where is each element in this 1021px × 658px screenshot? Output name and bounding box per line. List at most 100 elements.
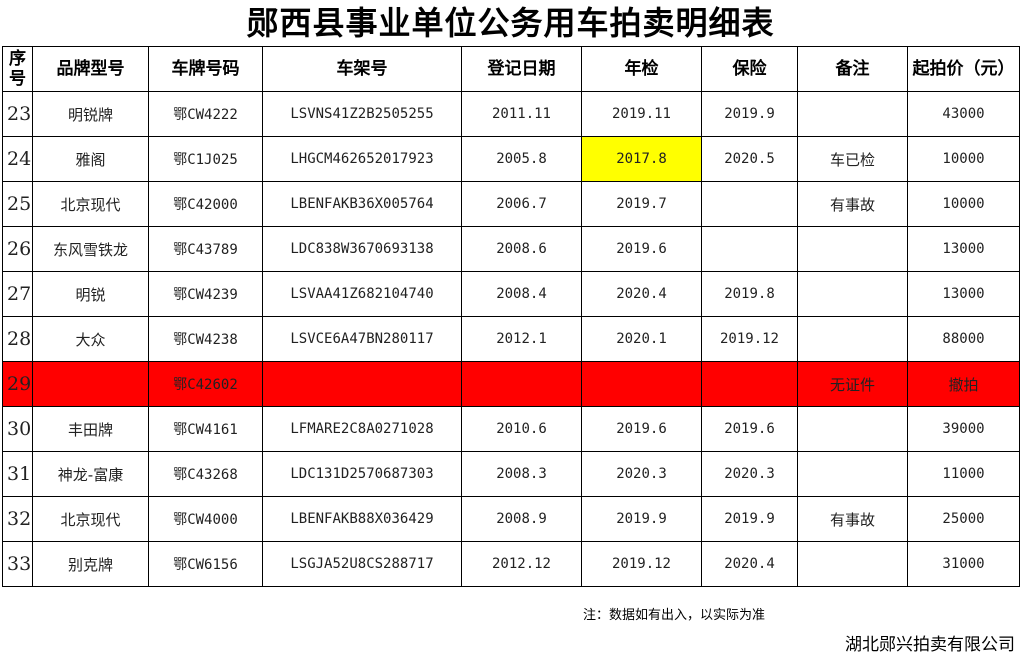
cell-plate: 鄂CW6156 bbox=[148, 541, 263, 587]
cell-price: 13000 bbox=[907, 271, 1020, 317]
cell-remark bbox=[797, 91, 908, 137]
cell-vin: LSVCE6A47BN280117 bbox=[262, 316, 462, 362]
cell-insure bbox=[701, 181, 798, 227]
cell-price: 25000 bbox=[907, 496, 1020, 542]
cell-vin: LSVNS41Z2B2505255 bbox=[262, 91, 462, 137]
cell-insure: 2020.3 bbox=[701, 451, 798, 497]
cell-inspect bbox=[581, 361, 702, 407]
cell-no: 23 bbox=[2, 91, 33, 137]
cell-remark: 车已检 bbox=[797, 136, 908, 182]
cell-no: 31 bbox=[2, 451, 33, 497]
cell-remark bbox=[797, 541, 908, 587]
cell-reg: 2008.9 bbox=[461, 496, 582, 542]
cell-brand: 东风雪铁龙 bbox=[32, 226, 149, 272]
cell-inspect: 2019.6 bbox=[581, 226, 702, 272]
cell-reg: 2010.6 bbox=[461, 406, 582, 452]
cell-reg bbox=[461, 361, 582, 407]
table-row: 31 神龙-富康 鄂C43268 LDC131D2570687303 2008.3 202… bbox=[2, 451, 1020, 497]
cell-price: 10000 bbox=[907, 181, 1020, 227]
cell-inspect: 2019.9 bbox=[581, 496, 702, 542]
cell-plate: 鄂CW4239 bbox=[148, 271, 263, 317]
cell-insure: 2019.9 bbox=[701, 91, 798, 137]
vehicle-table: 序号 品牌型号 车牌号码 车架号 登记日期 年检 保险 备注 起拍价（元） 23 明锐牌 鄂CW42… bbox=[2, 46, 1020, 587]
cell-brand: 北京现代 bbox=[32, 181, 149, 227]
cell-price: 88000 bbox=[907, 316, 1020, 362]
cell-inspect: 2019.6 bbox=[581, 406, 702, 452]
cell-no: 24 bbox=[2, 136, 33, 182]
cell-vin: LBENFAKB36X005764 bbox=[262, 181, 462, 227]
cell-insure: 2019.9 bbox=[701, 496, 798, 542]
cell-no: 25 bbox=[2, 181, 33, 227]
cell-plate: 鄂CW4161 bbox=[148, 406, 263, 452]
cell-reg: 2005.8 bbox=[461, 136, 582, 182]
cell-inspect: 2019.12 bbox=[581, 541, 702, 587]
table-row: 23 明锐牌 鄂CW4222 LSVNS41Z2B2505255 2011.11 2019… bbox=[2, 91, 1020, 137]
cell-price: 11000 bbox=[907, 451, 1020, 497]
cell-remark: 有事故 bbox=[797, 496, 908, 542]
cell-remark bbox=[797, 271, 908, 317]
cell-plate: 鄂C43789 bbox=[148, 226, 263, 272]
footnote: 注：数据如有出入，以实际为准 bbox=[583, 608, 766, 623]
column-header: 车架号 bbox=[262, 46, 462, 92]
cell-price: 39000 bbox=[907, 406, 1020, 452]
cell-vin: LFMARE2C8A0271028 bbox=[262, 406, 462, 452]
cell-insure: 2019.8 bbox=[701, 271, 798, 317]
column-header: 起拍价（元） bbox=[907, 46, 1020, 92]
column-header: 登记日期 bbox=[461, 46, 582, 92]
cell-reg: 2012.1 bbox=[461, 316, 582, 362]
cell-reg: 2011.11 bbox=[461, 91, 582, 137]
table-row: 30 丰田牌 鄂CW4161 LFMARE2C8A0271028 2010.6 2019.… bbox=[2, 406, 1020, 452]
table-row: 32 北京现代 鄂CW4000 LBENFAKB88X036429 2008.9 2019… bbox=[2, 496, 1020, 542]
cell-price: 31000 bbox=[907, 541, 1020, 587]
cell-brand: 北京现代 bbox=[32, 496, 149, 542]
cell-remark bbox=[797, 406, 908, 452]
cell-vin: LSVAA41Z682104740 bbox=[262, 271, 462, 317]
cell-price: 13000 bbox=[907, 226, 1020, 272]
cell-vin: LDC838W3670693138 bbox=[262, 226, 462, 272]
cell-brand: 别克牌 bbox=[32, 541, 149, 587]
cell-vin bbox=[262, 361, 462, 407]
cell-remark: 无证件 bbox=[797, 361, 908, 407]
column-header: 品牌型号 bbox=[32, 46, 149, 92]
cell-brand: 神龙-富康 bbox=[32, 451, 149, 497]
cell-inspect: 2020.3 bbox=[581, 451, 702, 497]
cell-brand bbox=[32, 361, 149, 407]
cell-price: 10000 bbox=[907, 136, 1020, 182]
cell-no: 26 bbox=[2, 226, 33, 272]
cell-no: 29 bbox=[2, 361, 33, 407]
cell-brand: 丰田牌 bbox=[32, 406, 149, 452]
cell-no: 28 bbox=[2, 316, 33, 362]
cell-reg: 2006.7 bbox=[461, 181, 582, 227]
cell-reg: 2008.6 bbox=[461, 226, 582, 272]
column-header: 备注 bbox=[797, 46, 908, 92]
cell-plate: 鄂C42000 bbox=[148, 181, 263, 227]
cell-vin: LBENFAKB88X036429 bbox=[262, 496, 462, 542]
table-row: 33 别克牌 鄂CW6156 LSGJA52U8CS288717 2012.12 2019… bbox=[2, 541, 1020, 587]
cell-inspect: 2020.4 bbox=[581, 271, 702, 317]
cell-brand: 大众 bbox=[32, 316, 149, 362]
cell-vin: LSGJA52U8CS288717 bbox=[262, 541, 462, 587]
cell-inspect: 2019.11 bbox=[581, 91, 702, 137]
cell-vin: LDC131D2570687303 bbox=[262, 451, 462, 497]
column-header: 车牌号码 bbox=[148, 46, 263, 92]
column-header: 年检 bbox=[581, 46, 702, 92]
cell-insure: 2019.6 bbox=[701, 406, 798, 452]
cell-remark bbox=[797, 316, 908, 362]
cell-inspect: 2019.7 bbox=[581, 181, 702, 227]
cell-plate: 鄂C42602 bbox=[148, 361, 263, 407]
table-row: 29 鄂C42602 无证件 撤拍 bbox=[2, 361, 1020, 407]
column-header: 保险 bbox=[701, 46, 798, 92]
column-header: 序号 bbox=[2, 46, 33, 92]
cell-vin: LHGCM462652017923 bbox=[262, 136, 462, 182]
cell-no: 32 bbox=[2, 496, 33, 542]
cell-no: 33 bbox=[2, 541, 33, 587]
cell-plate: 鄂C43268 bbox=[148, 451, 263, 497]
table-row: 24 雅阁 鄂C1J025 LHGCM462652017923 2005.8 2017.8… bbox=[2, 136, 1020, 182]
table-row: 28 大众 鄂CW4238 LSVCE6A47BN280117 2012.1 2020.1… bbox=[2, 316, 1020, 362]
cell-remark bbox=[797, 226, 908, 272]
cell-plate: 鄂CW4222 bbox=[148, 91, 263, 137]
cell-insure bbox=[701, 361, 798, 407]
cell-reg: 2008.4 bbox=[461, 271, 582, 317]
cell-inspect: 2017.8 bbox=[581, 136, 702, 182]
cell-reg: 2008.3 bbox=[461, 451, 582, 497]
